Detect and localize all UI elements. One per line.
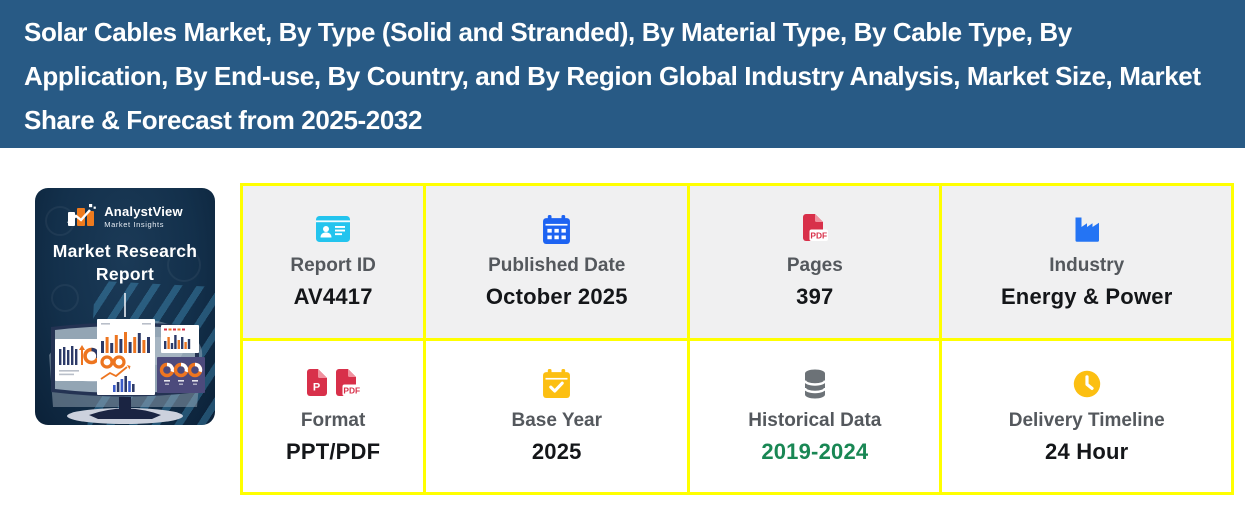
- title-banner: Solar Cables Market, By Type (Solid and …: [0, 0, 1245, 148]
- info-cell-industry: Industry Energy & Power: [942, 186, 1231, 338]
- info-label: Industry: [1049, 255, 1125, 277]
- bar-chart-logo-icon: [67, 204, 97, 226]
- info-value: PPT/PDF: [285, 438, 381, 464]
- info-cell-pages: PDF Pages 397: [690, 186, 940, 338]
- info-value: 24 Hour: [1045, 438, 1129, 464]
- info-label: Delivery Timeline: [1008, 409, 1165, 431]
- id-card-icon: [316, 213, 351, 245]
- info-label: Pages: [786, 255, 843, 277]
- info-cell-format: P PDF Format PPT/PDF: [243, 340, 424, 492]
- calendar-icon: [543, 213, 571, 245]
- monitor-charts-illustration: [49, 293, 205, 424]
- info-label: Base Year: [511, 409, 602, 431]
- info-label: Report ID: [290, 255, 376, 277]
- database-icon: [803, 368, 827, 400]
- clock-icon: [1073, 368, 1101, 400]
- info-label: Historical Data: [748, 409, 882, 431]
- pdf-file-icon: PDF: [336, 368, 362, 396]
- info-value: Energy & Power: [1000, 284, 1173, 310]
- report-info-grid: Report ID AV4417 Published Date: [240, 183, 1234, 495]
- info-cell-published-date: Published Date October 2025: [426, 186, 688, 338]
- brand-logo: AnalystView Market Insights: [35, 203, 215, 229]
- info-cell-base-year: Base Year 2025: [426, 340, 688, 492]
- info-value: 2019-2024: [761, 438, 869, 464]
- ppt-file-icon: P: [307, 368, 328, 396]
- info-label: Published Date: [488, 255, 626, 277]
- page-title: Solar Cables Market, By Type (Solid and …: [24, 17, 1201, 135]
- report-cover-thumbnail[interactable]: AnalystView Market Insights Market Resea…: [35, 188, 215, 425]
- info-value: 2025: [531, 438, 582, 464]
- svg-text:P: P: [313, 381, 320, 393]
- cover-title: Market Research Report: [52, 241, 198, 284]
- info-cell-report-id: Report ID AV4417: [243, 186, 424, 338]
- factory-icon: [1072, 213, 1102, 245]
- info-value: October 2025: [485, 284, 628, 310]
- info-cell-historical-data: Historical Data 2019-2024: [690, 340, 940, 492]
- info-cell-delivery-timeline: Delivery Timeline 24 Hour: [942, 340, 1231, 492]
- info-label: Format: [300, 409, 366, 431]
- decorative-circle: [167, 248, 201, 282]
- calendar-check-icon: [543, 368, 571, 400]
- info-value: AV4417: [293, 284, 373, 310]
- svg-text:PDF: PDF: [811, 231, 828, 241]
- decorative-circle: [51, 284, 79, 312]
- svg-text:PDF: PDF: [344, 385, 361, 395]
- brand-tagline: Market Insights: [104, 219, 165, 229]
- brand-name: AnalystView: [104, 203, 183, 219]
- pdf-file-icon: PDF: [801, 213, 829, 245]
- info-value: 397: [796, 284, 834, 310]
- ppt-pdf-files-icon: P PDF: [305, 368, 362, 400]
